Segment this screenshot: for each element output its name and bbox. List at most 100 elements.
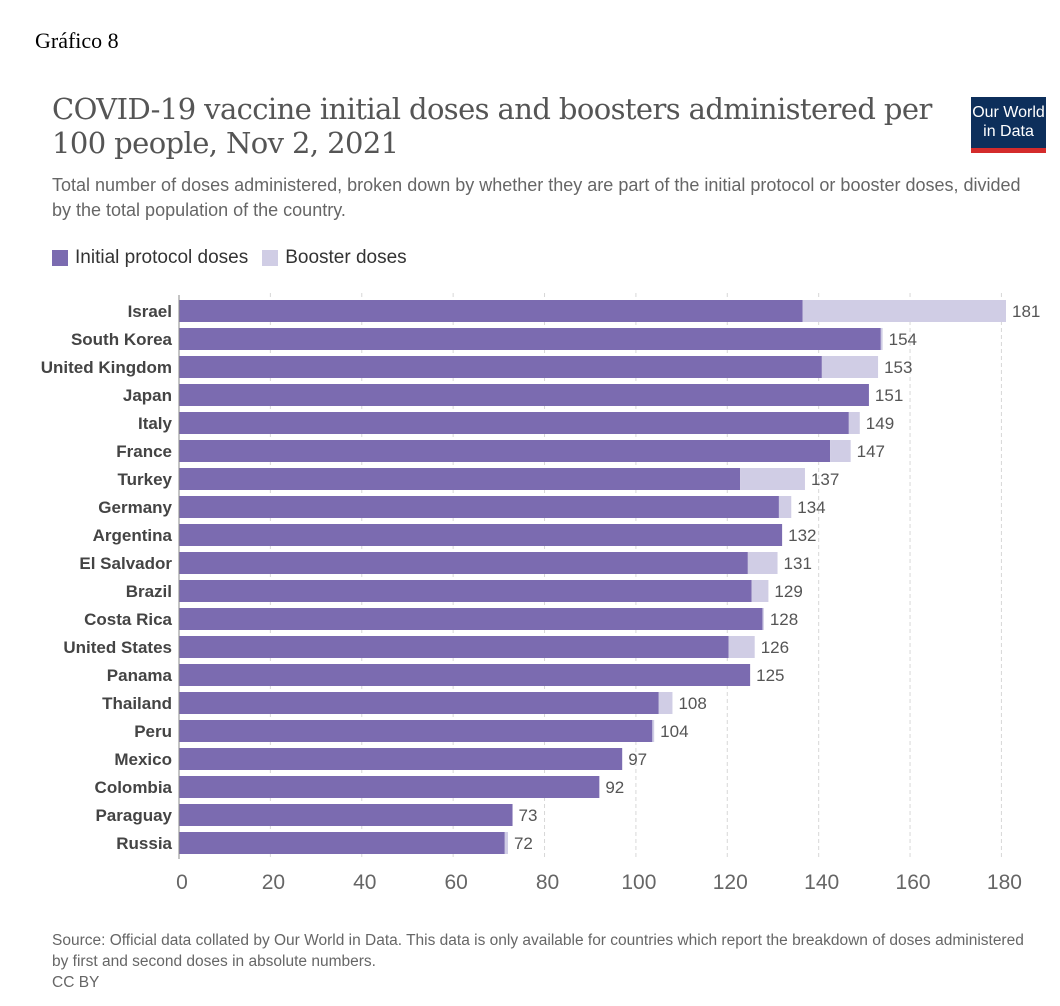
category-label: Germany — [98, 498, 172, 517]
x-tick-label: 0 — [176, 871, 188, 894]
legend-label-initial: Initial protocol doses — [75, 247, 249, 268]
category-label: Japan — [123, 386, 172, 405]
data-label: 181 — [1012, 302, 1040, 321]
bar-booster — [762, 608, 764, 630]
category-label: Russia — [116, 834, 172, 853]
x-tick-label: 140 — [804, 871, 839, 894]
bar-booster — [880, 328, 883, 350]
bar-initial — [179, 524, 783, 546]
source-line-2: by first and second doses in absolute nu… — [52, 953, 376, 970]
data-label: 128 — [770, 610, 798, 629]
bar-initial — [179, 580, 752, 602]
bar-initial — [179, 692, 659, 714]
bar-initial — [179, 720, 653, 742]
legend-item-initial[interactable]: Initial protocol doses — [52, 247, 248, 269]
bar-initial — [179, 384, 869, 406]
bar-initial — [179, 636, 729, 658]
category-label: Colombia — [95, 778, 173, 797]
bar-initial — [179, 664, 751, 686]
category-label: Costa Rica — [84, 610, 172, 629]
bar-initial — [179, 356, 822, 378]
data-label: 129 — [774, 582, 802, 601]
bar-booster — [728, 636, 755, 658]
category-label: France — [116, 442, 172, 461]
data-label: 147 — [857, 442, 885, 461]
bar-initial — [179, 748, 623, 770]
bar-initial — [179, 412, 849, 434]
data-label: 72 — [514, 834, 533, 853]
data-label: 97 — [628, 750, 647, 769]
x-tick-label: 180 — [987, 871, 1022, 894]
legend-label-booster: Booster doses — [285, 247, 407, 268]
bar-initial — [179, 300, 803, 322]
x-tick-label: 40 — [353, 871, 376, 894]
owid-logo[interactable]: Our World in Data — [971, 97, 1046, 153]
bar-initial — [179, 552, 748, 574]
legend-item-booster[interactable]: Booster doses — [262, 247, 407, 269]
bar-chart: Israel 181 South Korea 154 United Kingdom 153… — [41, 293, 1040, 894]
source-line-1: Source: Official data collated by Our Wo… — [52, 932, 1024, 949]
data-label: 149 — [866, 414, 894, 433]
data-label: 151 — [875, 386, 903, 405]
category-label: Argentina — [93, 526, 173, 545]
bar-booster — [747, 552, 778, 574]
legend-swatch-initial — [52, 250, 68, 266]
category-label: Paraguay — [95, 806, 172, 825]
data-label: 154 — [889, 330, 917, 349]
category-label: Thailand — [102, 694, 172, 713]
x-tick-label: 20 — [262, 871, 285, 894]
bar-initial — [179, 608, 763, 630]
chart-subtitle: Total number of doses administered, brok… — [52, 175, 1021, 220]
x-tick-label: 80 — [536, 871, 559, 894]
bar-initial — [179, 496, 779, 518]
bar-initial — [179, 804, 513, 826]
data-label: 108 — [678, 694, 706, 713]
x-tick-label: 60 — [444, 871, 467, 894]
x-tick-label: 100 — [621, 871, 656, 894]
category-label: United Kingdom — [41, 358, 172, 377]
data-label: 92 — [605, 778, 624, 797]
category-label: Turkey — [118, 470, 173, 489]
bar-booster — [821, 356, 879, 378]
category-label: Panama — [107, 666, 173, 685]
category-label: South Korea — [71, 330, 173, 349]
bar-initial — [179, 440, 831, 462]
bar-booster — [848, 412, 860, 434]
bar-booster — [504, 832, 508, 854]
logo-line-2: in Data — [983, 123, 1034, 140]
data-label: 73 — [519, 806, 538, 825]
x-tick-label: 120 — [713, 871, 748, 894]
data-label: 131 — [784, 554, 812, 573]
category-label: Peru — [134, 722, 172, 741]
chart-source: Source: Official data collated by Our Wo… — [52, 930, 1032, 993]
bar-booster — [652, 720, 655, 742]
bar-booster — [830, 440, 851, 462]
data-label: 153 — [884, 358, 912, 377]
data-label: 126 — [761, 638, 789, 657]
bar-booster — [778, 496, 792, 518]
category-label: El Salvador — [79, 554, 172, 573]
bar-booster — [751, 580, 769, 602]
bar-booster — [802, 300, 1006, 322]
bar-booster — [740, 468, 805, 490]
bar-initial — [179, 832, 505, 854]
data-label: 132 — [788, 526, 816, 545]
bar-initial — [179, 468, 741, 490]
data-label: 134 — [797, 498, 825, 517]
license[interactable]: CC BY — [52, 974, 100, 991]
category-label: United States — [63, 638, 172, 657]
category-label: Mexico — [114, 750, 172, 769]
logo-line-1: Our World — [972, 104, 1045, 121]
data-label: 125 — [756, 666, 784, 685]
bar-initial — [179, 776, 600, 798]
chart-legend: Initial protocol doses Booster doses — [52, 247, 421, 269]
category-label: Brazil — [126, 582, 172, 601]
x-tick-label: 160 — [896, 871, 931, 894]
data-label: 104 — [660, 722, 688, 741]
data-label: 137 — [811, 470, 839, 489]
bar-booster — [658, 692, 673, 714]
category-label: Israel — [128, 302, 172, 321]
chart-title: COVID-19 vaccine initial doses and boost… — [52, 92, 932, 160]
category-label: Italy — [138, 414, 173, 433]
bar-initial — [179, 328, 881, 350]
